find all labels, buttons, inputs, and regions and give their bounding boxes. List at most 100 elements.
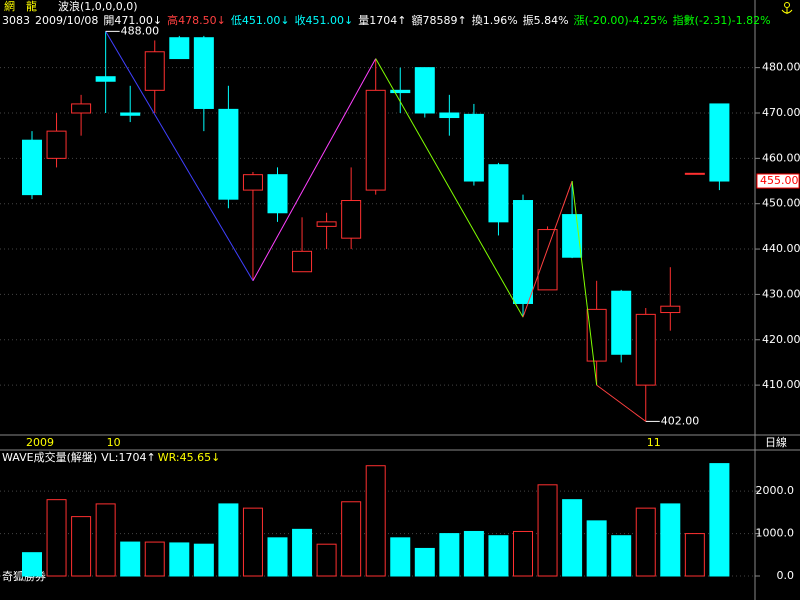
volume-bar (488, 535, 509, 577)
candle-body (660, 305, 681, 314)
wave-segment (252, 58, 377, 282)
candle-body (242, 174, 263, 191)
y-tick-label: 470.00 (762, 106, 800, 119)
candle-body (537, 229, 558, 291)
y-tick-label: 0.0 (777, 569, 795, 582)
y-tick-label: 410.00 (762, 378, 800, 391)
wave-segment (522, 180, 573, 318)
volume-bar (365, 465, 386, 577)
candle-body (463, 113, 484, 182)
volume-bar (635, 507, 656, 577)
candle-body (169, 37, 190, 60)
volume-bar (316, 543, 337, 577)
y-tick-label: 2000.0 (756, 484, 795, 497)
y-tick-label: 420.00 (762, 333, 800, 346)
volume-bar (193, 543, 214, 577)
last-price-box (756, 173, 800, 189)
candle-body (292, 250, 313, 273)
volume-bar (242, 507, 263, 577)
y-tick-label: 480.00 (762, 61, 800, 74)
wave-segment (571, 180, 598, 386)
candle-body (439, 112, 460, 119)
header-field: 開471.00↓ (103, 14, 162, 27)
volume-bar (439, 533, 460, 577)
header-field: 2009/10/08 (35, 14, 98, 27)
y-tick-label: 440.00 (762, 242, 800, 255)
volume-bar (390, 537, 411, 577)
candle-body (22, 139, 42, 196)
candle-body (562, 214, 583, 258)
header-field: 3083 (2, 14, 30, 27)
candle-body (611, 290, 632, 355)
volume-bar (267, 537, 288, 577)
x-tick-label: 2009 (26, 436, 54, 449)
wave-segment (105, 31, 254, 282)
volume-bar (46, 499, 67, 577)
header-field: 換1.96% (472, 14, 518, 27)
volume-bar (292, 528, 313, 577)
y-tick-label: 460.00 (762, 151, 800, 164)
last-price-label: 455.00 (760, 174, 799, 187)
header-field: 振5.84% (523, 13, 569, 27)
wave-segment (375, 58, 524, 318)
volume-bar (537, 484, 558, 577)
volume-bar (71, 516, 92, 577)
candle-body (513, 200, 533, 304)
volume-bar (341, 501, 362, 577)
candle-body (120, 112, 141, 116)
wave-segment (596, 384, 647, 422)
candle-body (95, 76, 116, 82)
header-field: 收451.00↓ (295, 13, 354, 27)
period-label: 日線 (765, 435, 787, 449)
volume-title: WAVE成交量(解盤) (2, 450, 97, 464)
volume-bar (660, 503, 681, 577)
candle-body (709, 103, 730, 182)
header-field: 漲(-20.00)-4.25% (574, 14, 668, 27)
volume-bar (144, 541, 165, 577)
candle-body (586, 308, 607, 362)
annotation-label: 488.00 (121, 24, 159, 37)
x-tick-label: 11 (647, 436, 661, 449)
candle-body (488, 164, 509, 223)
candle-body (414, 67, 435, 114)
candle-body (71, 103, 92, 114)
volume-bar (22, 552, 42, 577)
candle-body (341, 200, 362, 239)
header-field: 額78589↑ (412, 14, 467, 27)
candle-body (144, 51, 165, 91)
volume-bar (218, 503, 239, 577)
candle-body (267, 174, 288, 214)
volume-bar (414, 547, 435, 577)
y-tick-label: 1000.0 (756, 527, 795, 540)
volume-bar (120, 541, 141, 577)
volume-bar (684, 533, 705, 577)
volume-bar (562, 499, 583, 577)
volume-wr: WR:45.65↓ (158, 451, 221, 464)
candle-body (193, 37, 214, 109)
candle-body (684, 172, 705, 175)
y-tick-label: 450.00 (762, 197, 800, 210)
volume-bar (586, 520, 607, 577)
candle-body (316, 221, 337, 227)
indicator-name: 波浪(1,0,0,0,0) (58, 0, 138, 13)
header-field: 量1704↑ (358, 14, 406, 27)
volume-bar (95, 503, 116, 577)
y-tick-label: 430.00 (762, 287, 800, 300)
header-field: 指數(-2.31)-1.82% (673, 13, 771, 27)
volume-bar (169, 542, 190, 577)
candle-body (635, 313, 656, 386)
volume-bar (709, 463, 730, 577)
candle-body (390, 89, 411, 94)
menu-icon[interactable] (781, 2, 793, 15)
candle-body (46, 130, 67, 159)
candle-body (365, 89, 386, 191)
volume-vl: VL:1704↑ (101, 451, 156, 464)
x-tick-label: 10 (107, 436, 121, 449)
volume-bar (611, 535, 632, 577)
header-field: 低451.00↓ (231, 14, 290, 27)
candle-body (218, 108, 239, 200)
volume-bar (463, 530, 484, 577)
header-field: 高478.50↓ (167, 13, 226, 27)
annotation-label: 402.00 (661, 414, 700, 427)
